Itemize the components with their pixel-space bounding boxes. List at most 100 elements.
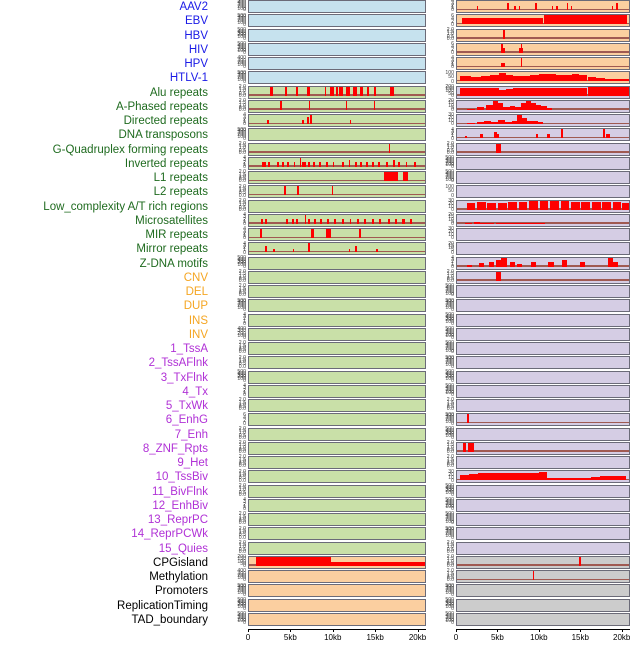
track-plot (456, 270, 630, 284)
histogram-bar (564, 88, 572, 96)
y-tick-label: 100 (445, 490, 454, 497)
y-tick-label: 1.5 (238, 342, 246, 349)
histogram-bar (503, 222, 511, 224)
histogram-bar (579, 262, 585, 267)
y-tick-label: 400 (237, 299, 246, 306)
histogram-bar (608, 476, 618, 481)
y-tick-label: 0 (451, 92, 454, 99)
y-tick-label: 1 (451, 62, 454, 69)
y-tick-label: 4 (243, 311, 246, 318)
y-tick-label: 1.5 (238, 100, 246, 107)
histogram-bar (470, 87, 482, 96)
y-tick-label: 500 (445, 311, 454, 318)
y-tick-label: 0.0 (238, 477, 246, 484)
y-tick-label: 300 (237, 301, 246, 308)
histogram-bar (402, 219, 405, 224)
histogram-bar (389, 86, 394, 96)
track-baseline (249, 222, 425, 224)
y-tick-label: 300 (237, 130, 246, 137)
histogram-bar (462, 18, 544, 25)
histogram-bar (325, 162, 328, 167)
y-tick-label: 400 (445, 527, 454, 534)
histogram-bar (512, 88, 522, 96)
y-tick-label: 100 (237, 558, 246, 565)
y-tick-label: 0.5 (446, 275, 454, 282)
track-label: ReplicationTiming (117, 599, 208, 612)
y-tick-label: 300 (237, 44, 246, 51)
y-tick-label: 100 (445, 504, 454, 511)
track-plot (456, 256, 630, 270)
histogram-bar (560, 201, 570, 210)
y-tick-label: 0 (451, 520, 454, 527)
y-tick-label: 100 (237, 133, 246, 140)
y-tick-label: 400 (445, 356, 454, 363)
track-label: 6_EnhG (165, 414, 208, 427)
track-baseline (457, 265, 629, 267)
y-tick-label: 2 (451, 131, 454, 138)
histogram-bar (477, 202, 486, 210)
track-plot (248, 541, 426, 555)
y-tick-label: 4 (243, 212, 246, 219)
y-tick-label: 100 (445, 589, 454, 596)
histogram-bar (262, 162, 266, 167)
track-plot (456, 612, 630, 626)
x-tick-mark (290, 629, 292, 632)
track-plot (248, 584, 426, 598)
y-tick-label: 300 (445, 429, 454, 436)
y-tick-label: 3 (243, 385, 246, 392)
track-plot (248, 498, 426, 512)
track-plot (456, 456, 630, 469)
y-tick-label: 1.5 (238, 428, 246, 435)
histogram-bar (460, 75, 471, 82)
track-plot (456, 427, 630, 441)
x-axis-right: 0 5kb 10kb 15kb 20kb (454, 629, 630, 645)
y-tick-label: 2 (243, 417, 246, 424)
track-plot (248, 85, 426, 99)
histogram-bar (605, 133, 610, 139)
track-label: DEL (185, 286, 208, 298)
histogram-bar (470, 76, 482, 82)
track-plot (456, 228, 630, 241)
track-plot (456, 156, 630, 170)
histogram-bar (308, 100, 311, 110)
histogram-bar (354, 246, 357, 253)
y-tick-label: 0 (451, 64, 454, 71)
histogram-bar (622, 79, 629, 82)
histogram-bar (307, 219, 311, 224)
track-baseline (249, 250, 425, 253)
y-tick-label: 0.0 (238, 491, 246, 498)
y-tick-label: 3 (451, 57, 454, 64)
y-tick-label: 0.5 (446, 446, 454, 453)
y-tick-label: 200 (445, 388, 454, 395)
histogram-bar (477, 107, 484, 110)
y-tick-label: 3 (243, 314, 246, 321)
y-tick-label: 2.0 (446, 554, 454, 561)
track-plot (456, 128, 630, 142)
y-tick-label: 100 (237, 262, 246, 269)
track-plot (248, 114, 426, 127)
y-tick-label: 2.0 (238, 283, 246, 290)
track-plot (456, 513, 630, 526)
y-tick-label: 2.0 (238, 454, 246, 461)
track-plot (456, 484, 630, 498)
y-tick-label: 2.0 (238, 197, 246, 204)
y-tick-label: 1.0 (446, 544, 454, 551)
track-plot (456, 498, 630, 512)
histogram-bar (536, 133, 539, 139)
histogram-bar (477, 5, 479, 10)
y-tick-label: 200 (237, 303, 246, 310)
y-tick-label: 500 (445, 482, 454, 489)
y-tick-label: 1.0 (238, 287, 246, 294)
histogram-bar (266, 119, 269, 124)
histogram-bar (353, 86, 357, 96)
track-baseline (249, 165, 425, 167)
track-plot (456, 470, 630, 484)
x-tick-mark (248, 629, 249, 632)
y-tick-label: 6 (451, 12, 454, 19)
histogram-bar (613, 86, 623, 96)
y-tick-label: 400 (237, 612, 246, 619)
y-tick-label: 0.5 (446, 33, 454, 40)
y-tick-label: 400 (445, 299, 454, 306)
histogram-bar (521, 75, 531, 82)
histogram-bar (510, 106, 516, 110)
